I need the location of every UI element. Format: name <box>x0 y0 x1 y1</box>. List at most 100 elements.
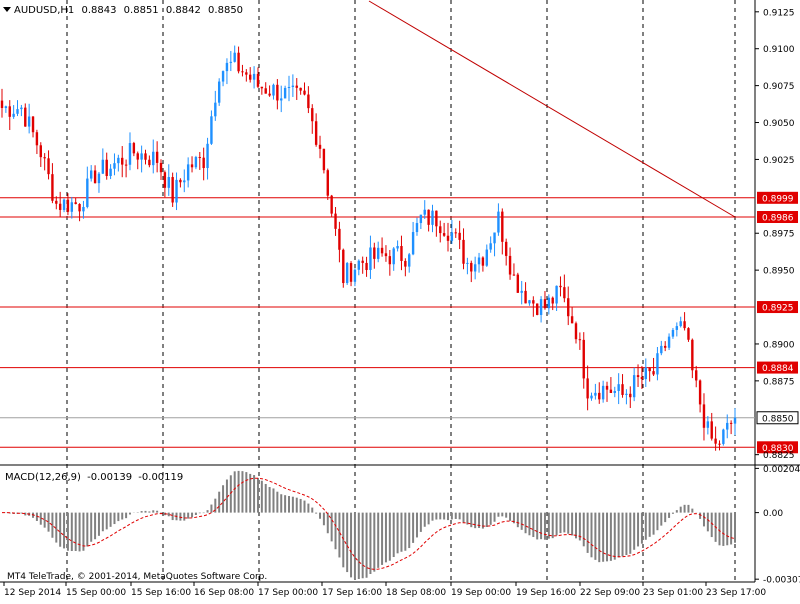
time-tick-label: 16 Sep 08:00 <box>194 588 254 598</box>
price-tick-label: 0.9050 <box>763 119 795 129</box>
candle-body <box>303 90 306 95</box>
candle-body <box>314 121 318 145</box>
candle-body <box>124 164 128 166</box>
price-level-label: 0.8986 <box>762 214 794 224</box>
macd-main-value: -0.00139 <box>87 472 132 483</box>
candle-body <box>396 246 399 249</box>
candle-body <box>4 106 8 108</box>
candle-body <box>179 179 182 183</box>
candle-body <box>532 300 535 304</box>
candle-body <box>167 177 170 188</box>
price-level-label: 0.8884 <box>762 364 794 374</box>
candle-body <box>543 299 547 309</box>
price-tick-label: 0.9100 <box>763 45 795 55</box>
candle-body <box>326 170 329 196</box>
candle-body <box>578 339 582 341</box>
price-level-tag <box>757 441 798 454</box>
candlestick-series <box>0 45 737 451</box>
candle-body <box>101 159 105 174</box>
candle-body <box>245 72 248 75</box>
candle-body <box>198 157 201 159</box>
ohlc-open: 0.8843 <box>81 5 116 16</box>
candle-body <box>268 93 271 96</box>
candle-body <box>392 248 395 265</box>
candle-body <box>210 116 213 144</box>
copyright-watermark: MT4 TeleTrade, © 2001-2014, MetaQuotes S… <box>7 572 267 582</box>
dropdown-triangle-icon[interactable] <box>3 7 11 12</box>
candle-body <box>175 179 178 203</box>
candle-body <box>652 371 655 375</box>
candle-body <box>97 173 101 184</box>
candle-body <box>24 107 27 127</box>
candle-body <box>695 370 698 381</box>
time-tick-label: 18 Sep 08:00 <box>386 588 446 598</box>
macd-header: MACD(12,26,9) -0.00139 -0.00119 <box>5 472 183 483</box>
price-tick-label: 0.9075 <box>763 82 795 92</box>
bid-price-label: 0.8850 <box>762 414 794 424</box>
candle-body <box>481 257 485 266</box>
candle-body <box>109 168 112 176</box>
candle-body <box>260 86 264 89</box>
candle-body <box>39 145 42 158</box>
candle-body <box>214 102 217 117</box>
candle-body <box>446 235 450 241</box>
candle-body <box>0 100 4 108</box>
candle-body <box>345 263 349 284</box>
candle-body <box>489 243 492 250</box>
candle-body <box>431 210 434 225</box>
time-axis: 12 Sep 2014 15 Sep 00:00 15 Sep 16:00 16 Se… <box>3 582 766 598</box>
candle-body <box>574 323 578 340</box>
candle-body <box>330 195 333 214</box>
candle-body <box>706 421 710 428</box>
candle-body <box>291 85 295 87</box>
macd-tick-label: -0.00307 <box>763 576 800 586</box>
candle-body <box>132 143 136 154</box>
vertical-grid <box>66 0 736 582</box>
candle-body <box>710 421 713 439</box>
candle-body <box>493 232 496 244</box>
candle-body <box>384 253 388 257</box>
candle-body <box>726 422 729 430</box>
macd-axis: 0.00204 0.00 -0.00307 <box>755 465 800 586</box>
candle-body <box>601 385 605 400</box>
symbol-name: AUDUSD,H1 <box>14 5 74 16</box>
candle-body <box>35 132 39 146</box>
candle-body <box>567 298 570 317</box>
candle-body <box>66 199 70 212</box>
candle-body <box>470 262 473 272</box>
candle-body <box>307 94 310 109</box>
candle-body <box>287 86 291 88</box>
time-tick-label: 23 Sep 17:00 <box>706 588 766 598</box>
candle-body <box>563 287 566 299</box>
price-tick-label: 0.9025 <box>763 156 795 166</box>
candle-body <box>357 260 361 270</box>
candle-body <box>155 151 159 163</box>
candle-body <box>408 254 411 267</box>
candle-body <box>62 199 66 210</box>
candle-body <box>58 203 62 210</box>
candle-body <box>466 262 469 264</box>
candle-body <box>295 85 298 88</box>
candle-body <box>528 300 531 304</box>
candle-body <box>47 158 50 175</box>
candle-body <box>90 170 93 179</box>
candle-body <box>497 211 500 233</box>
price-axis: 0.9125 0.9100 0.9075 0.9050 0.9025 0.8975 0.89… <box>755 8 795 461</box>
candle-body <box>691 339 694 371</box>
time-tick-label: 19 Sep 16:00 <box>516 588 576 598</box>
candle-body <box>373 247 376 259</box>
candle-body <box>516 274 520 293</box>
candle-body <box>718 443 721 445</box>
trendline-group[interactable] <box>368 0 736 218</box>
candle-body <box>632 375 636 398</box>
candle-body <box>16 109 19 114</box>
candle-body <box>186 164 190 181</box>
candle-body <box>536 303 539 315</box>
candle-body <box>361 260 364 263</box>
candle-body <box>163 172 167 188</box>
candle-body <box>338 228 341 250</box>
candle-body <box>656 353 659 375</box>
candle-body <box>27 116 31 127</box>
